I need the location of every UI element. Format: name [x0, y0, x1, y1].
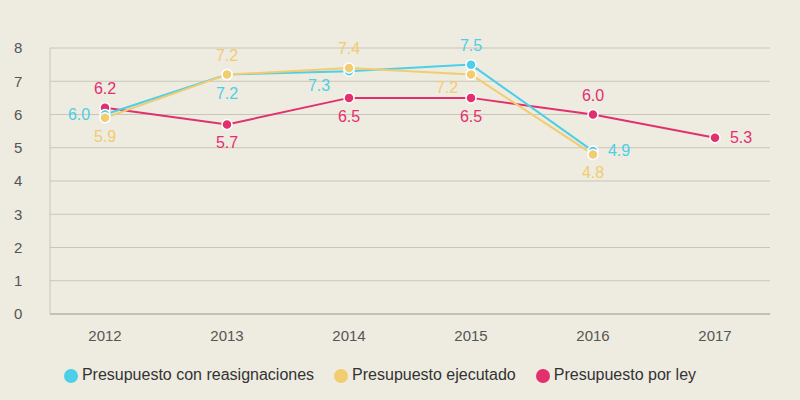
svg-text:4.9: 4.9 [608, 142, 630, 159]
svg-text:6.5: 6.5 [338, 108, 360, 125]
svg-text:2016: 2016 [576, 327, 609, 344]
svg-text:6.2: 6.2 [94, 80, 116, 97]
html-text:Presupuesto ejecutado: Presupuesto ejecutado [352, 366, 516, 383]
svg-text:7.2: 7.2 [436, 79, 458, 96]
svg-text:3: 3 [14, 206, 22, 223]
svg-text:0: 0 [14, 305, 22, 322]
svg-text:7.4: 7.4 [338, 40, 360, 57]
svg-text:2: 2 [14, 239, 22, 256]
svg-text:7.2: 7.2 [216, 47, 238, 64]
svg-text:5.7: 5.7 [216, 134, 238, 151]
svg-text:2014: 2014 [332, 327, 365, 344]
svg-text:1: 1 [14, 272, 22, 289]
svg-text:7.2: 7.2 [216, 85, 238, 102]
svg-text:6.0: 6.0 [582, 87, 604, 104]
svg-text:6.0: 6.0 [68, 106, 90, 123]
svg-text:8: 8 [14, 39, 22, 56]
svg-text:2012: 2012 [88, 327, 121, 344]
html-text:Presupuesto con reasignaciones: Presupuesto con reasignaciones [81, 366, 315, 383]
svg-text:6.5: 6.5 [460, 108, 482, 125]
svg-text:5.3: 5.3 [730, 129, 752, 146]
svg-text:2017: 2017 [698, 327, 731, 344]
svg-text:7.5: 7.5 [460, 37, 482, 54]
svg-text:4.8: 4.8 [582, 164, 604, 181]
svg-text:5: 5 [14, 139, 22, 156]
svg-text:6: 6 [14, 106, 22, 123]
html-text:Presupuesto por ley: Presupuesto por ley [553, 366, 697, 383]
svg-text:2013: 2013 [210, 327, 243, 344]
svg-text:4: 4 [14, 172, 22, 189]
svg-text:5.9: 5.9 [94, 128, 116, 145]
svg-text:7: 7 [14, 73, 22, 90]
svg-text:7.3: 7.3 [308, 77, 330, 94]
svg-text:2015: 2015 [454, 327, 487, 344]
